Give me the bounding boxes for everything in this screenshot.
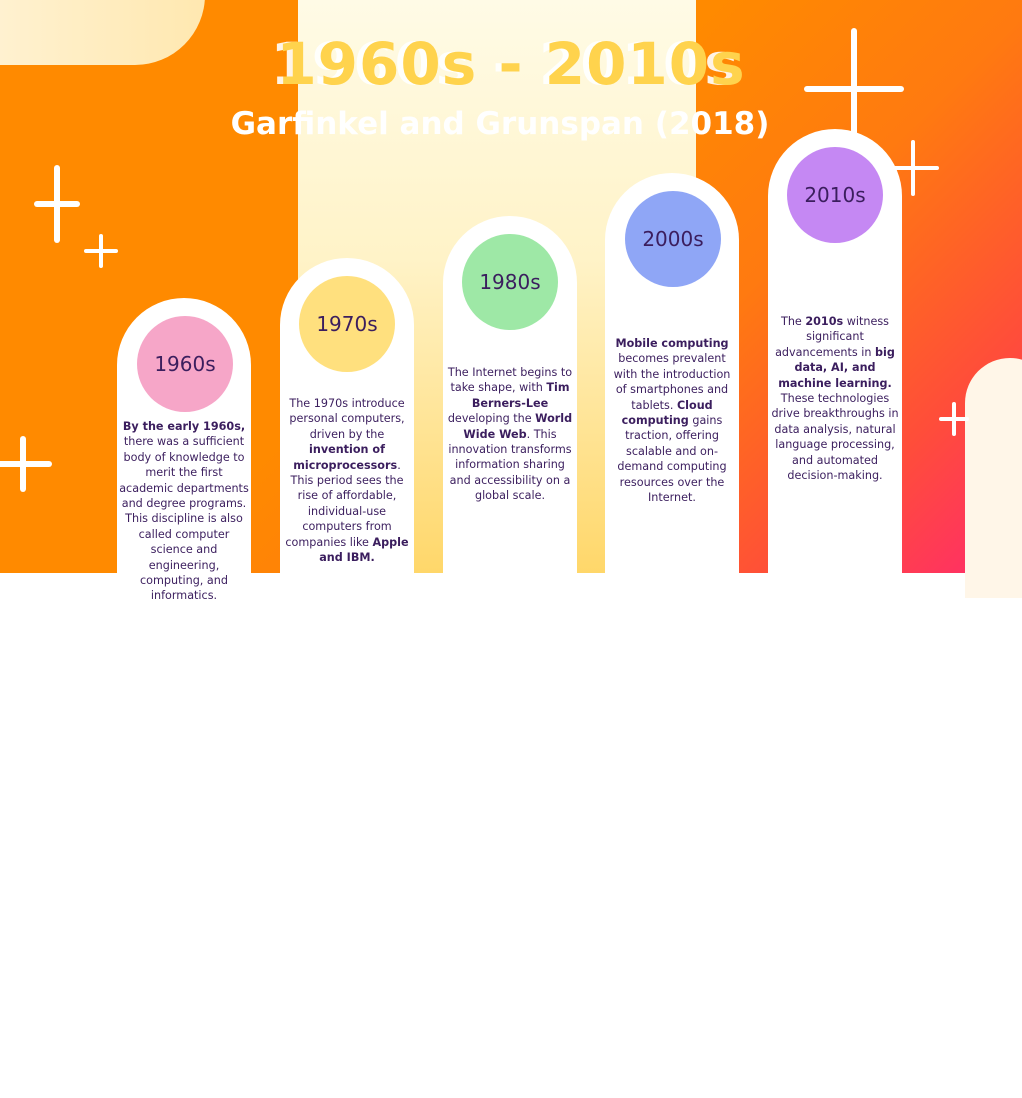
era-description-emphasis: Apple and IBM.	[319, 535, 409, 565]
era-description-text: The	[780, 315, 806, 328]
era-label: 1980s	[479, 270, 541, 294]
era-description-emphasis: invention of microprocessors	[293, 443, 398, 472]
era-description-emphasis: Mobile computing	[615, 337, 729, 350]
era-badge-2000s: 2000s	[625, 191, 721, 287]
sparkle-icon	[0, 436, 52, 492]
era-card-1970s	[280, 258, 414, 1058]
era-description-text: witness significant advancements in	[775, 315, 889, 359]
era-badge-1980s: 1980s	[462, 234, 558, 330]
era-description-text: . This period sees the rise of affordabl…	[285, 458, 404, 549]
era-description-emphasis: By the early 1960s,	[122, 420, 246, 433]
era-badge-2010s: 2010s	[787, 147, 883, 243]
era-description-text: developing the	[447, 412, 536, 426]
era-description-2010s: The 2010s witness significant advancemen…	[770, 314, 900, 483]
era-card-2010s	[768, 129, 902, 929]
era-description-emphasis: World Wide Web	[463, 412, 573, 441]
era-description-1970s: The 1970s introduce personal computers, …	[282, 396, 412, 565]
era-badge-1970s: 1970s	[299, 276, 395, 372]
era-description-emphasis: Tim Berners-Lee	[471, 381, 570, 410]
era-description-emphasis: Cloud computing	[621, 398, 713, 428]
era-label: 1970s	[316, 312, 378, 336]
era-description-text: . This innovation transforms information…	[448, 427, 572, 503]
sparkle-icon	[84, 234, 118, 268]
era-badge-1960s: 1960s	[137, 316, 233, 412]
era-description-2000s: Mobile computing becomes prevalent with …	[607, 336, 737, 505]
era-description-emphasis: big data, AI, and machine learning.	[778, 345, 895, 390]
era-label: 2000s	[642, 227, 704, 251]
era-description-1960s: By the early 1960s, there was a sufficie…	[119, 419, 249, 604]
page-subtitle: Garfinkel and Grunspan (2018)	[230, 106, 770, 142]
era-description-emphasis: 2010s	[805, 315, 844, 328]
era-card-1960s	[117, 298, 251, 1098]
right-edge-decoration	[965, 358, 1022, 598]
era-description-text: These technologies drive breakthroughs i…	[771, 392, 899, 483]
era-description-text: The Internet begins to take shape, with	[447, 366, 573, 395]
era-description-text: becomes prevalent with the introduction …	[613, 352, 731, 412]
era-description-text: gains traction, offering scalable and on…	[617, 414, 727, 505]
page-title: 1960s - 2010s	[276, 30, 746, 98]
era-label: 1960s	[154, 352, 216, 376]
era-card-2000s	[605, 173, 739, 973]
era-description-text: there was a sufficient body of knowledge…	[119, 435, 249, 603]
era-card-1980s	[443, 216, 577, 1016]
sparkle-icon	[34, 165, 80, 243]
era-label: 2010s	[804, 183, 866, 207]
sparkle-icon	[939, 402, 969, 436]
era-description-text: The 1970s introduce personal computers, …	[289, 397, 405, 441]
era-description-1980s: The Internet begins to take shape, with …	[445, 365, 575, 504]
corner-decoration	[0, 0, 205, 65]
